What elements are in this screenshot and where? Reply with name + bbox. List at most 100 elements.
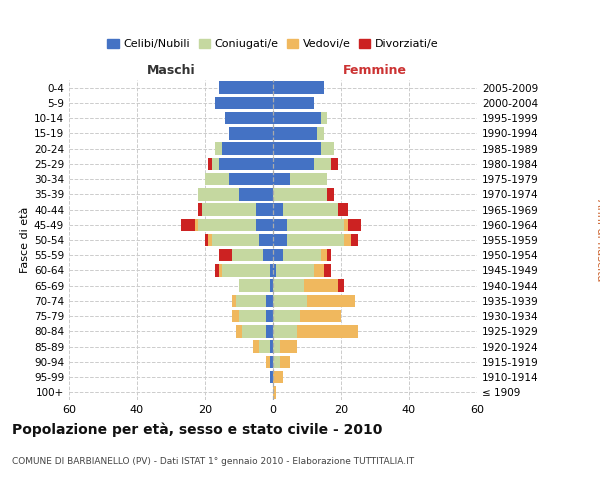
Bar bbox=[314, 158, 331, 170]
Bar bbox=[232, 294, 236, 307]
Bar bbox=[344, 234, 351, 246]
Bar bbox=[273, 325, 297, 338]
Bar bbox=[266, 356, 269, 368]
Bar bbox=[198, 204, 202, 216]
Bar bbox=[242, 325, 266, 338]
Y-axis label: Anni di nascita: Anni di nascita bbox=[595, 198, 600, 281]
Bar bbox=[229, 173, 273, 186]
Bar bbox=[212, 158, 218, 170]
Bar bbox=[287, 234, 344, 246]
Bar bbox=[283, 249, 320, 262]
Bar bbox=[273, 204, 283, 216]
Bar bbox=[287, 218, 344, 231]
Bar bbox=[344, 218, 348, 231]
Bar bbox=[273, 264, 277, 276]
Bar bbox=[273, 371, 283, 384]
Bar bbox=[198, 188, 239, 200]
Bar bbox=[266, 325, 273, 338]
Bar bbox=[236, 294, 266, 307]
Bar bbox=[273, 340, 280, 353]
Bar bbox=[320, 249, 328, 262]
Bar bbox=[239, 188, 273, 200]
Bar bbox=[320, 112, 328, 124]
Bar bbox=[351, 234, 358, 246]
Bar bbox=[273, 280, 304, 292]
Bar bbox=[273, 188, 328, 200]
Bar bbox=[269, 371, 273, 384]
Bar bbox=[218, 249, 232, 262]
Bar bbox=[236, 325, 242, 338]
Legend: Celibi/Nubili, Coniugati/e, Vedovi/e, Divorziati/e: Celibi/Nubili, Coniugati/e, Vedovi/e, Di… bbox=[103, 34, 443, 54]
Bar bbox=[229, 127, 273, 140]
Bar bbox=[208, 158, 212, 170]
Bar bbox=[314, 264, 324, 276]
Bar bbox=[226, 112, 273, 124]
Bar bbox=[297, 325, 358, 338]
Bar bbox=[273, 96, 314, 109]
Bar bbox=[215, 96, 273, 109]
Bar bbox=[232, 249, 263, 262]
Bar bbox=[269, 280, 273, 292]
Bar bbox=[215, 142, 222, 155]
Text: COMUNE DI BARBIANELLO (PV) - Dati ISTAT 1° gennaio 2010 - Elaborazione TUTTITALI: COMUNE DI BARBIANELLO (PV) - Dati ISTAT … bbox=[12, 458, 414, 466]
Bar bbox=[269, 264, 273, 276]
Bar bbox=[328, 188, 334, 200]
Bar bbox=[239, 310, 266, 322]
Bar bbox=[218, 158, 273, 170]
Bar bbox=[215, 264, 218, 276]
Bar bbox=[256, 218, 273, 231]
Bar bbox=[338, 204, 348, 216]
Bar bbox=[273, 142, 320, 155]
Bar bbox=[304, 280, 338, 292]
Bar bbox=[212, 234, 259, 246]
Bar bbox=[256, 204, 273, 216]
Bar bbox=[273, 127, 317, 140]
Bar bbox=[273, 386, 277, 398]
Bar bbox=[328, 249, 331, 262]
Bar bbox=[208, 234, 212, 246]
Bar bbox=[263, 249, 273, 262]
Bar bbox=[259, 340, 269, 353]
Bar bbox=[239, 280, 269, 292]
Bar bbox=[273, 294, 307, 307]
Bar bbox=[277, 264, 314, 276]
Bar bbox=[338, 280, 344, 292]
Bar bbox=[273, 158, 314, 170]
Text: Maschi: Maschi bbox=[146, 64, 196, 77]
Text: Femmine: Femmine bbox=[343, 64, 407, 77]
Bar bbox=[307, 294, 355, 307]
Bar bbox=[266, 294, 273, 307]
Y-axis label: Fasce di età: Fasce di età bbox=[20, 207, 30, 273]
Bar bbox=[300, 310, 341, 322]
Bar bbox=[283, 204, 338, 216]
Bar bbox=[269, 356, 273, 368]
Bar bbox=[266, 310, 273, 322]
Bar bbox=[273, 356, 280, 368]
Bar bbox=[253, 340, 259, 353]
Bar bbox=[269, 340, 273, 353]
Bar bbox=[205, 173, 229, 186]
Bar bbox=[218, 264, 222, 276]
Bar bbox=[181, 218, 195, 231]
Bar bbox=[290, 173, 328, 186]
Bar bbox=[348, 218, 361, 231]
Bar bbox=[273, 249, 283, 262]
Bar bbox=[273, 310, 300, 322]
Bar bbox=[195, 218, 198, 231]
Bar bbox=[320, 142, 334, 155]
Bar bbox=[273, 82, 324, 94]
Bar bbox=[280, 340, 297, 353]
Text: Popolazione per età, sesso e stato civile - 2010: Popolazione per età, sesso e stato civil… bbox=[12, 422, 382, 437]
Bar bbox=[273, 218, 287, 231]
Bar bbox=[273, 112, 320, 124]
Bar bbox=[222, 264, 269, 276]
Bar bbox=[273, 234, 287, 246]
Bar bbox=[198, 218, 256, 231]
Bar bbox=[218, 82, 273, 94]
Bar bbox=[232, 310, 239, 322]
Bar bbox=[280, 356, 290, 368]
Bar bbox=[259, 234, 273, 246]
Bar bbox=[273, 173, 290, 186]
Bar bbox=[317, 127, 324, 140]
Bar bbox=[324, 264, 331, 276]
